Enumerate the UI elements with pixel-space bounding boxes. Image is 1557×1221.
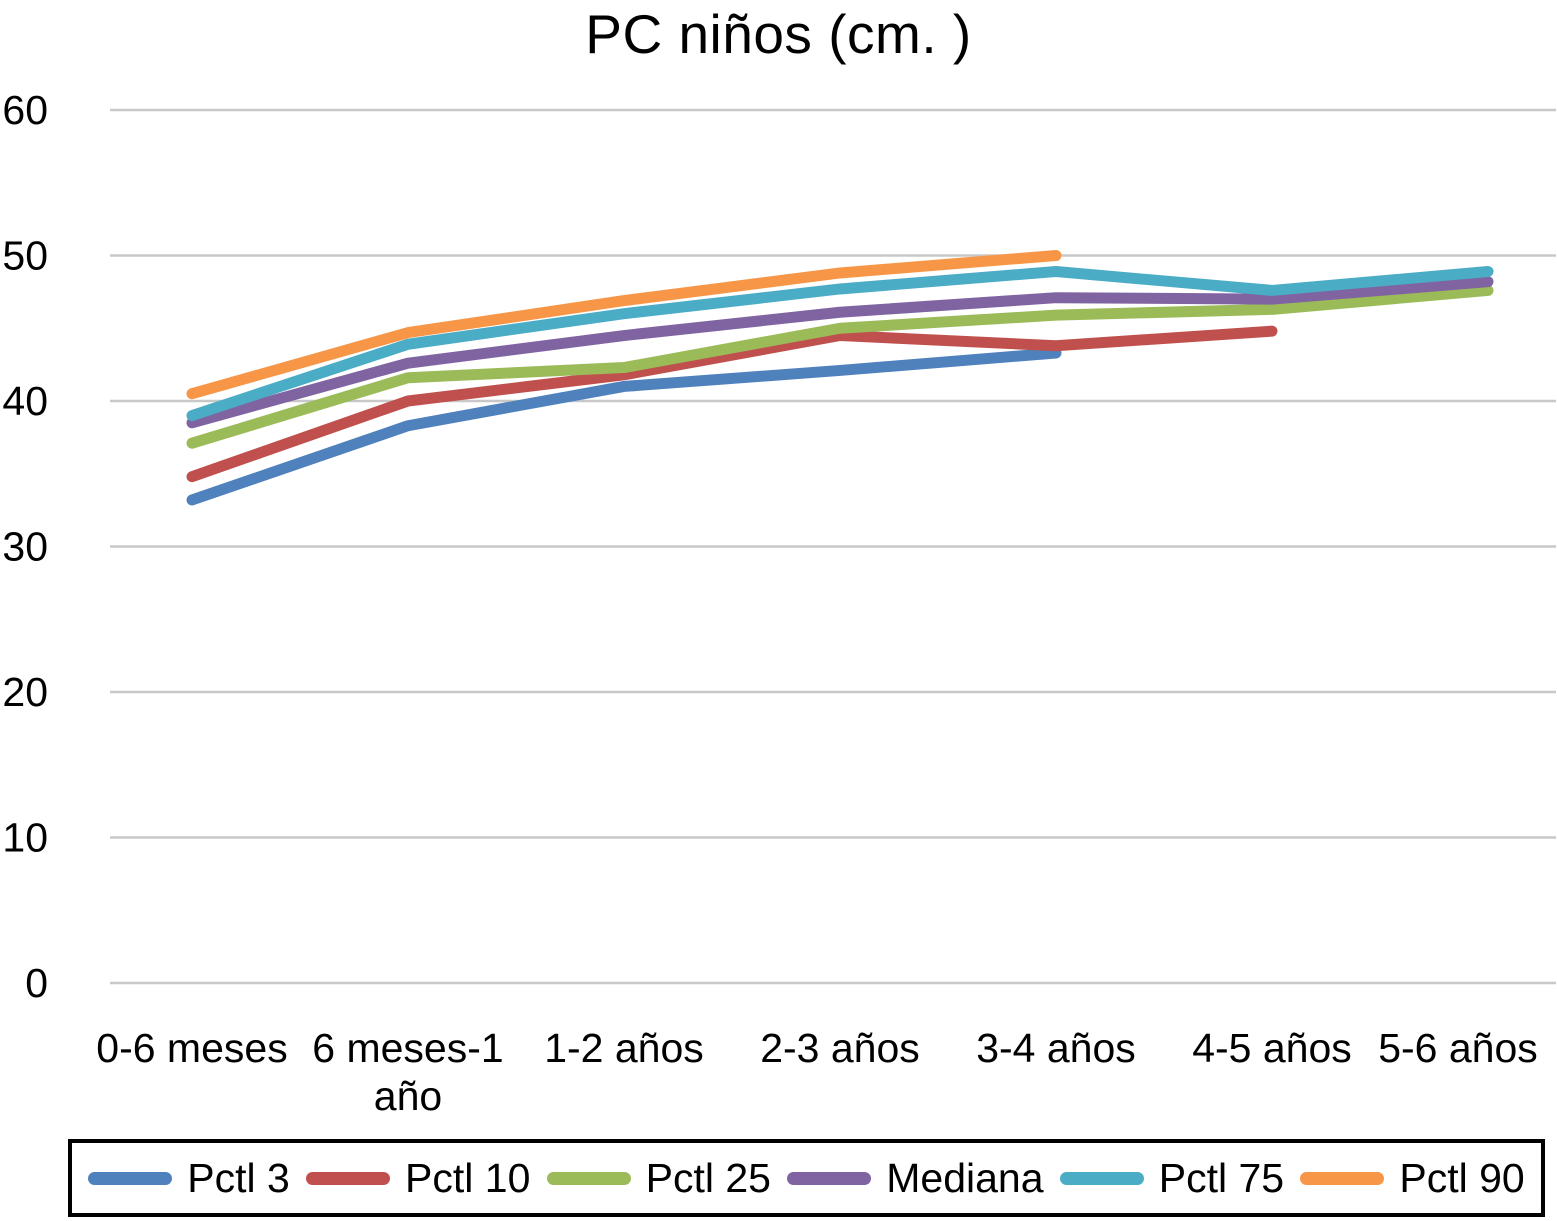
legend-item-pctl-25: Pctl 25 <box>546 1154 771 1202</box>
legend-swatch-pctl-75 <box>1059 1171 1144 1185</box>
legend-label-pctl-3: Pctl 3 <box>187 1154 290 1201</box>
legend-label-pctl-10: Pctl 10 <box>405 1154 531 1201</box>
legend-item-pctl-90: Pctl 90 <box>1300 1154 1525 1202</box>
x-tick-label-3: 1-2 años <box>544 1025 704 1071</box>
x-tick-label-1: 0-6 meses <box>96 1025 287 1071</box>
legend-swatch-pctl-25 <box>546 1171 631 1185</box>
y-tick-label-60: 60 <box>2 87 48 133</box>
x-tick-label-5: 3-4 años <box>976 1025 1136 1071</box>
legend-swatch-pctl-10 <box>306 1171 391 1185</box>
y-tick-label-20: 20 <box>2 669 48 715</box>
y-tick-label-40: 40 <box>2 378 48 424</box>
legend-label-mediana: Mediana <box>886 1154 1044 1201</box>
legend-label-pctl-25: Pctl 25 <box>645 1154 771 1201</box>
x-tick-label-2: 6 meses-1 <box>312 1025 503 1071</box>
legend-label-pctl-90: Pctl 90 <box>1399 1154 1525 1201</box>
series-line-pctl-75 <box>186 266 1494 422</box>
legend-label-pctl-75: Pctl 75 <box>1158 1154 1285 1201</box>
series-line-pctl-3 <box>186 347 1062 506</box>
legend: Pctl 3 Pctl 10 Pctl 25 Mediana Pctl 75 Pctl 9… <box>68 1139 1545 1217</box>
y-tick-label-50: 50 <box>2 233 48 279</box>
legend-swatch-pctl-90 <box>1300 1171 1385 1185</box>
legend-item-pctl-75: Pctl 75 <box>1059 1154 1285 1202</box>
series-line-pctl-10 <box>186 325 1278 483</box>
x-tick-label-2-line2: año <box>374 1073 442 1119</box>
legend-item-pctl-3: Pctl 3 <box>88 1155 290 1202</box>
x-tick-label-7: 5-6 años <box>1378 1025 1538 1071</box>
series-line-mediana <box>186 276 1494 429</box>
legend-swatch-pctl-3 <box>88 1171 173 1185</box>
y-tick-label-0: 0 <box>25 960 48 1006</box>
x-tick-label-4: 2-3 años <box>760 1025 920 1071</box>
y-tick-label-10: 10 <box>2 815 48 861</box>
series-line-pctl-25 <box>186 284 1494 449</box>
y-tick-label-30: 30 <box>2 524 48 570</box>
legend-item-mediana: Mediana <box>787 1154 1044 1202</box>
series-line-pctl-90 <box>186 250 1062 400</box>
legend-item-pctl-10: Pctl 10 <box>306 1155 530 1202</box>
x-tick-label-6: 4-5 años <box>1192 1025 1352 1071</box>
chart-title: PC niños (cm. ) <box>585 3 972 65</box>
legend-swatch-mediana <box>787 1171 872 1185</box>
